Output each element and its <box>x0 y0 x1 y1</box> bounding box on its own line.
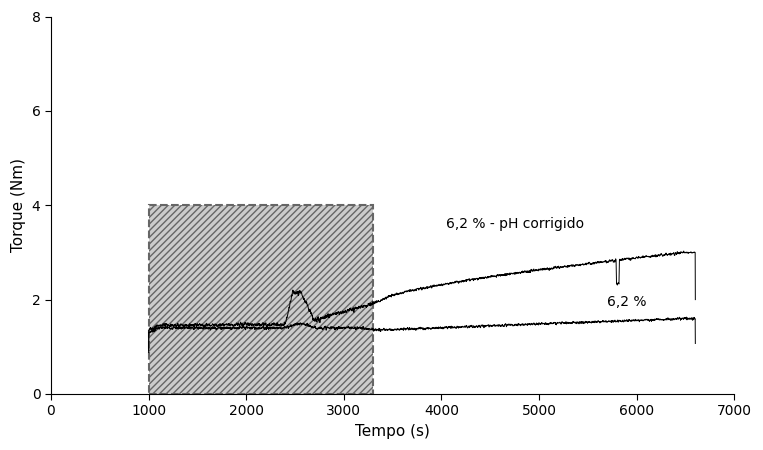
Bar <box>149 205 373 394</box>
Y-axis label: Torque (Nm): Torque (Nm) <box>11 158 26 252</box>
Bar <box>149 205 373 394</box>
X-axis label: Tempo (s): Tempo (s) <box>356 424 430 439</box>
Text: 6,2 %: 6,2 % <box>607 295 647 309</box>
Text: 6,2 % - pH corrigido: 6,2 % - pH corrigido <box>446 217 584 231</box>
